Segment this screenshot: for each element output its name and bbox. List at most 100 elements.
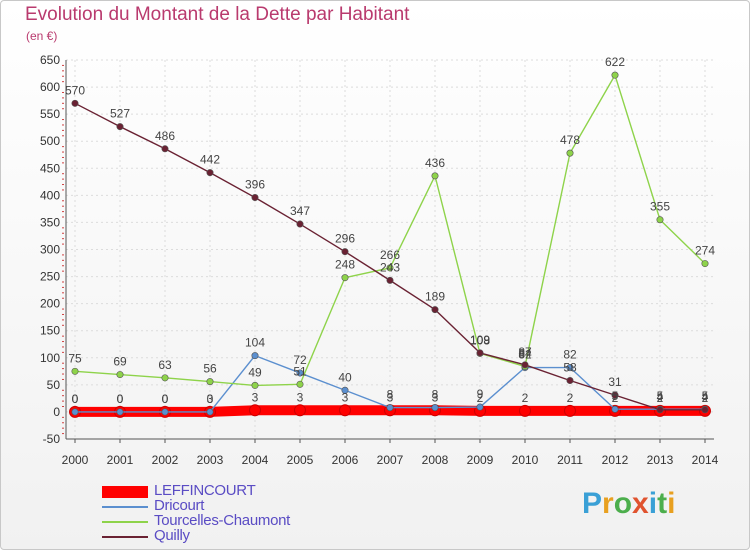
data-label: 56 xyxy=(203,362,217,376)
y-minor-tick xyxy=(62,297,64,299)
y-minor-tick xyxy=(62,378,64,380)
data-label: 3 xyxy=(342,390,349,404)
data-label: 622 xyxy=(605,55,625,69)
y-minor-tick xyxy=(62,362,64,364)
data-point xyxy=(294,404,306,417)
y-tick-label: 300 xyxy=(40,243,60,257)
legend-item: LEFFINCOURT xyxy=(102,482,422,499)
y-minor-tick xyxy=(62,270,64,272)
y-unit-label: (en €) xyxy=(26,29,58,43)
y-minor-tick xyxy=(62,281,64,283)
data-point xyxy=(161,408,169,416)
y-minor-tick xyxy=(62,70,64,72)
brand-letter: x xyxy=(632,487,649,520)
data-point xyxy=(564,404,576,417)
data-point xyxy=(566,364,574,372)
data-point xyxy=(161,145,169,153)
data-point xyxy=(116,123,124,131)
data-point xyxy=(611,71,619,79)
legend-label: Quilly xyxy=(154,527,190,544)
data-point xyxy=(296,369,304,377)
y-minor-tick xyxy=(62,102,64,104)
y-minor-tick xyxy=(62,97,64,99)
data-label: 109 xyxy=(470,333,490,347)
y-tick-label: 50 xyxy=(47,378,61,392)
x-tick-label: 2000 xyxy=(62,453,89,467)
data-label: 82 xyxy=(518,348,532,362)
data-label: 49 xyxy=(248,365,262,379)
data-label: 63 xyxy=(158,358,172,372)
data-point xyxy=(341,248,349,256)
y-minor-tick xyxy=(62,373,64,375)
data-label: 0 xyxy=(72,392,79,406)
y-minor-tick xyxy=(62,151,64,153)
y-tick-label: 100 xyxy=(40,351,60,365)
y-minor-tick xyxy=(62,178,64,180)
y-minor-tick xyxy=(62,308,64,310)
data-point xyxy=(296,220,304,228)
legend-swatch xyxy=(102,535,148,538)
y-minor-tick xyxy=(62,319,64,321)
y-minor-tick xyxy=(62,395,64,397)
legend-label: LEFFINCOURT xyxy=(154,482,256,499)
legend-swatch xyxy=(102,505,148,508)
y-minor-tick xyxy=(62,427,64,429)
legend-swatch xyxy=(102,485,148,498)
data-point xyxy=(431,172,439,180)
x-tick-label: 2006 xyxy=(332,453,359,467)
y-minor-tick xyxy=(62,189,64,191)
data-label: 2 xyxy=(522,391,529,405)
x-tick-label: 2002 xyxy=(152,453,179,467)
data-label: 0 xyxy=(162,392,169,406)
data-point xyxy=(71,99,79,107)
y-minor-tick xyxy=(62,335,64,337)
data-point xyxy=(71,408,79,416)
data-label: 9 xyxy=(477,387,484,401)
brand-letter: t xyxy=(657,487,668,520)
y-minor-tick xyxy=(62,162,64,164)
data-point xyxy=(656,406,664,414)
legend-label: Tourcelles-Chaumont xyxy=(154,512,291,529)
y-minor-tick xyxy=(62,135,64,137)
y-tick-label: 250 xyxy=(40,270,60,284)
axes: -500501001502002503003504004505005506006… xyxy=(40,53,719,467)
data-label: 3 xyxy=(387,390,394,404)
x-tick-label: 2007 xyxy=(377,453,404,467)
x-tick-label: 2001 xyxy=(107,453,134,467)
data-point xyxy=(611,391,619,399)
y-minor-tick xyxy=(62,173,64,175)
data-label: 189 xyxy=(425,290,445,304)
data-label: 2 xyxy=(477,391,484,405)
y-minor-tick xyxy=(62,259,64,261)
data-label: 3 xyxy=(297,390,304,404)
data-point xyxy=(656,216,664,224)
x-tick-label: 2012 xyxy=(602,453,629,467)
data-point xyxy=(206,169,214,177)
brand-letter: i xyxy=(667,487,676,520)
data-label: 3 xyxy=(252,390,259,404)
y-minor-tick xyxy=(62,324,64,326)
data-point xyxy=(206,408,214,416)
y-tick-label: 500 xyxy=(40,134,60,148)
data-point xyxy=(251,381,259,389)
x-tick-label: 2008 xyxy=(422,453,449,467)
y-minor-tick xyxy=(62,64,64,66)
x-tick-label: 2005 xyxy=(287,453,314,467)
data-label: 69 xyxy=(113,355,127,369)
data-label: 3 xyxy=(432,390,439,404)
y-tick-label: 400 xyxy=(40,188,60,202)
data-point xyxy=(206,378,214,386)
x-tick-label: 2014 xyxy=(692,453,719,467)
y-minor-tick xyxy=(62,108,64,110)
data-label: 2 xyxy=(567,391,574,405)
data-label: 478 xyxy=(560,133,580,147)
data-point xyxy=(249,404,261,417)
legend-item: Quilly xyxy=(102,527,422,544)
data-point xyxy=(476,403,484,411)
data-label: 296 xyxy=(335,232,355,246)
data-point xyxy=(386,404,394,412)
legend-item: Tourcelles-Chaumont xyxy=(102,512,422,529)
data-point xyxy=(431,306,439,314)
